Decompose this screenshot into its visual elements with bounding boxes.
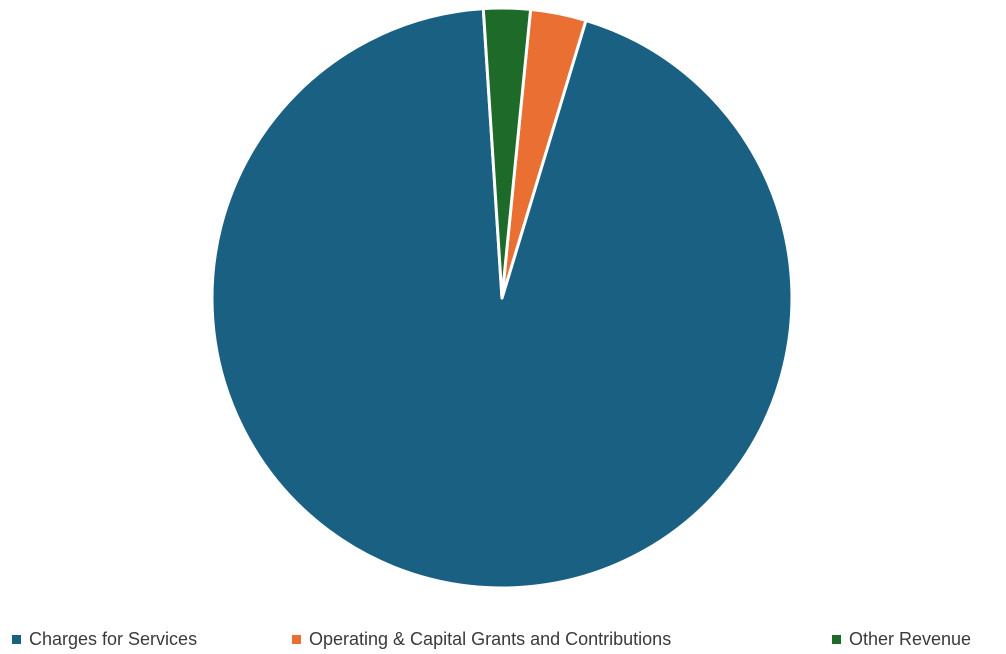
legend-swatch-charges [12,634,21,644]
legend-swatch-grants [292,634,301,644]
legend-label-other: Other Revenue [849,629,972,649]
legend-label-charges: Charges for Services [29,629,198,649]
legend-swatch-other [832,634,841,644]
legend-item-operating-capital-grants: Operating & Capital Grants and Contribut… [292,626,671,652]
legend-item-other-revenue: Other Revenue [832,626,971,652]
legend: Charges for Services Operating & Capital… [0,626,1006,652]
legend-item-charges-for-services: Charges for Services [12,626,197,652]
pie-slice-other-revenue [481,6,533,300]
legend-label-grants: Operating & Capital Grants and Contribut… [309,629,672,649]
pie-svg [210,6,794,590]
